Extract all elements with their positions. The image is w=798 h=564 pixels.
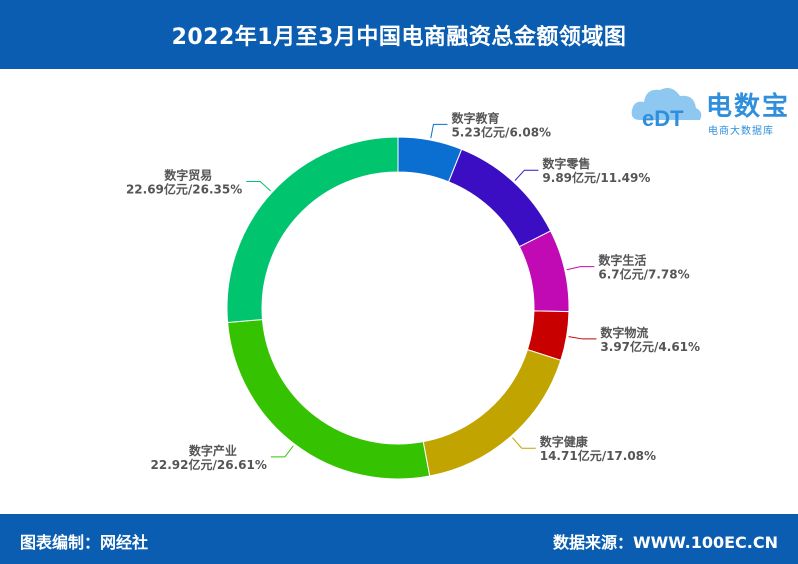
leader-line-3	[568, 336, 597, 340]
logo-name: 电数宝	[706, 92, 791, 122]
slice-category-label-5: 数字产业	[189, 443, 237, 458]
footer-source: 数据来源：WWW.100EC.CN	[552, 533, 778, 552]
slice-category-label-6: 数字贸易	[164, 167, 212, 182]
footer-credit: 图表编制：网经社	[20, 533, 149, 552]
slice-value-label-6: 22.69亿元/26.35%	[126, 181, 242, 196]
slice-category-label-2: 数字生活	[598, 253, 646, 268]
slice-6	[226, 136, 399, 324]
leader-line-4	[512, 437, 536, 449]
slice-1	[447, 148, 552, 248]
chart-title: 2022年1月至3月中国电商融资总金额领域图	[171, 24, 627, 50]
slice-value-label-5: 22.92亿元/26.61%	[151, 457, 267, 472]
leader-lines	[246, 123, 597, 458]
slice-2	[518, 230, 570, 313]
header-bar: 2022年1月至3月中国电商融资总金额领域图	[0, 0, 798, 69]
slice-value-label-2: 6.7亿元/7.78%	[598, 267, 689, 282]
slice-5	[227, 318, 431, 480]
leader-line-2	[566, 266, 595, 271]
leader-line-0	[430, 123, 448, 139]
slice-category-label-0: 数字教育	[451, 110, 499, 125]
footer-bar: 图表编制：网经社 数据来源：WWW.100EC.CN	[0, 514, 798, 564]
slice-value-label-4: 14.71亿元/17.08%	[540, 448, 656, 463]
cloud-logo-icon: eDT	[631, 88, 702, 131]
logo-mark: eDT	[642, 106, 684, 131]
donut-slices	[226, 136, 570, 480]
slice-value-label-3: 3.97亿元/4.61%	[600, 339, 700, 354]
leader-line-1	[514, 169, 539, 181]
slice-category-label-1: 数字零售	[542, 156, 590, 171]
slice-category-label-4: 数字健康	[540, 434, 589, 449]
slice-category-label-3: 数字物流	[600, 325, 648, 340]
leader-line-6	[246, 180, 271, 192]
leader-line-5	[270, 445, 294, 458]
slice-value-label-0: 5.23亿元/6.08%	[451, 124, 551, 139]
logo-subtitle: 电商大数据库	[708, 126, 774, 137]
logo: eDT 电数宝 电商大数据库	[628, 78, 798, 138]
slice-value-label-1: 9.89亿元/11.49%	[542, 170, 650, 185]
